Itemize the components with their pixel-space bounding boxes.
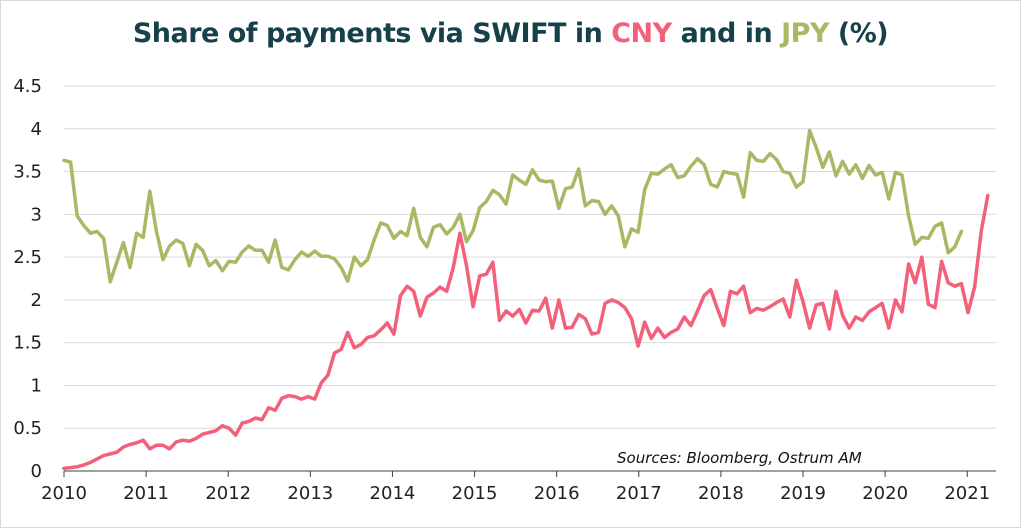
y-tick-label: 4.5 (13, 76, 42, 97)
source-note: Sources: Bloomberg, Ostrum AM (617, 449, 862, 467)
series-layer (62, 128, 990, 471)
axes: 0 0.5 1 1.5 2 2.5 3 3.5 4 4.5 2010 2011 2012 2013 2014… (13, 76, 996, 504)
y-tick-label: 3.5 (13, 162, 42, 183)
x-tick-label: 2010 (41, 483, 87, 504)
x-tick-label: 2012 (205, 483, 251, 504)
x-tick-label: 2021 (944, 483, 990, 504)
y-tick-label: 0 (31, 461, 42, 482)
chart-title-jpy: JPY (781, 18, 830, 49)
x-tick-label: 2019 (780, 483, 826, 504)
chart-title-part1: Share of payments via SWIFT in (132, 18, 612, 49)
chart-title-cny: CNY (611, 18, 672, 49)
x-tick-label: 2018 (698, 483, 744, 504)
y-tick-label: 4 (31, 119, 42, 140)
y-tick-label: 0.5 (13, 418, 42, 439)
chart-title: Share of payments via SWIFT in CNY and i… (0, 18, 1021, 49)
x-tick-label: 2020 (862, 483, 908, 504)
y-tick-label: 2 (31, 290, 42, 311)
y-tick-label: 1 (31, 375, 42, 396)
x-tick-label: 2015 (452, 483, 498, 504)
y-tick-label: 2.5 (13, 247, 42, 268)
series-line-1 (62, 128, 964, 284)
chart-title-part3: (%) (829, 18, 889, 49)
x-tick-label: 2013 (287, 483, 333, 504)
x-tick-label: 2011 (123, 483, 169, 504)
x-tick-label: 2017 (616, 483, 662, 504)
x-tick-label: 2014 (370, 483, 416, 504)
y-tick-label: 3 (31, 204, 42, 225)
series-line-0 (62, 193, 990, 471)
y-tick-label: 1.5 (13, 333, 42, 354)
gridlines (64, 85, 996, 429)
chart-title-part2: and in (671, 18, 782, 49)
x-tick-label: 2016 (534, 483, 580, 504)
